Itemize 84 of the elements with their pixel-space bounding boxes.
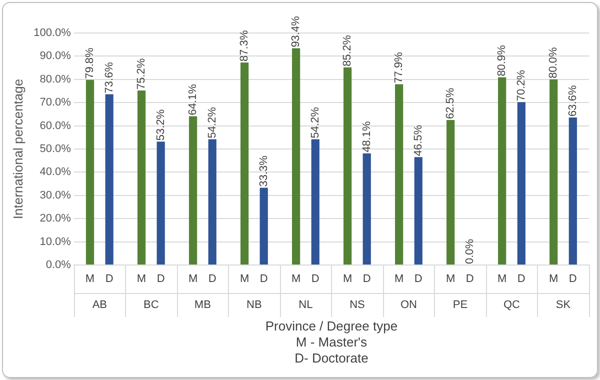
bar [362,153,371,264]
x-tick-label: AB [92,299,108,312]
y-tick-label: 40.0% [40,166,72,178]
x-tick-label: MB [194,299,211,312]
data-label: 75.2% [136,58,148,90]
bar [517,102,526,264]
bar [105,94,114,264]
x-tick-label: QC [503,299,520,312]
bar [568,117,577,264]
x-tick-label: NB [246,299,262,312]
data-label: 70.2% [515,70,528,102]
bar [240,62,249,264]
text: D [362,273,371,286]
text: D [466,273,474,286]
data-label: 79.8% [84,47,96,79]
text: D [260,273,268,286]
series-label: D [105,273,114,286]
y-tick-label: 100.0% [34,27,72,40]
x-tick-label: BC [144,299,159,312]
data-label: 87.3% [238,30,251,62]
text: D [568,273,577,286]
data-label: 48.1% [360,121,373,152]
y-tick-label: 20.0% [40,212,72,225]
data-label: 64.1% [187,84,200,116]
y-tick-label: 90.0% [40,50,72,62]
bar [550,79,558,264]
data-label: 62.5% [444,88,457,119]
bar [446,120,455,264]
data-label: 77.9% [393,52,406,84]
data-label: 53.2% [154,109,167,141]
data-label: 46.5% [412,124,424,156]
bar [188,116,198,264]
series-label: M [291,273,301,286]
text: D [208,273,216,286]
data-label: 0.0% [464,238,476,264]
bar [208,139,216,264]
y-tick-label: 80.0% [40,73,72,86]
text: M [342,273,352,286]
text: M [188,273,198,286]
data-label: 85.2% [342,34,354,66]
y-tick-label: 50.0% [40,143,72,156]
bar [498,77,506,264]
bar [292,48,300,264]
x-tick-label: ON [400,299,418,312]
y-tick-label: 60.0% [40,120,72,132]
text: M [497,273,507,286]
text: M [85,273,95,286]
y-axis-title: International percentage [10,78,26,220]
text: M [549,273,558,286]
bar [137,90,146,264]
bar [311,139,320,264]
x-axis-title: Province / Degree type [265,318,398,334]
data-label: 80.9% [496,44,508,76]
y-tick-label: 0.0% [46,259,72,272]
bar [156,142,165,264]
bar [343,67,352,264]
text: M [240,273,250,286]
text: D [414,273,422,286]
bar [395,84,404,264]
data-label: 54.2% [206,106,218,138]
data-label: 93.4% [290,16,302,48]
bar [260,188,268,264]
text: M [136,273,146,286]
x-tick-label: NS [350,299,365,312]
bar [414,157,422,264]
text: D [311,273,320,286]
y-tick-label: 30.0% [40,189,72,202]
data-label: 54.2% [309,106,322,138]
x-tick-label: SK [556,299,572,312]
text: M - Master's [296,334,368,350]
data-label: 73.6% [103,62,116,94]
text: M [446,273,456,286]
y-tick-label: 10.0% [40,236,72,248]
data-label: 33.3% [258,155,270,187]
text: M [394,273,404,286]
data-label: 80.0% [548,46,560,78]
x-tick-label: PE [452,299,468,312]
x-tick-label: NL [298,299,313,312]
text: D [156,273,165,286]
y-tick-label: 70.0% [40,96,72,109]
data-label: 63.6% [566,85,579,116]
text: D [517,273,526,286]
bar [86,80,94,264]
text: D- Doctorate [294,350,368,366]
